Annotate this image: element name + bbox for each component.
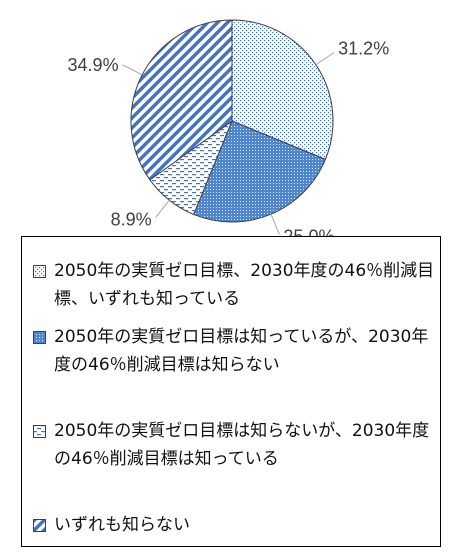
legend-label: 2050年の実質ゼロ目標、2030年度の46％削減目標、いずれも知っている	[54, 261, 435, 309]
legend-label: いずれも知らない	[54, 515, 190, 535]
pie-slice	[130, 19, 233, 181]
legend-swatch	[33, 331, 46, 344]
data-label: 34.9%	[68, 55, 119, 75]
leader-line	[122, 64, 143, 76]
data-label: 31.2%	[338, 39, 389, 59]
legend-swatch	[33, 265, 46, 278]
legend-swatch	[33, 519, 46, 532]
legend-label: 2050年の実質ゼロ目標は知らないが、2030年度の46％削減目標は知っている	[54, 421, 430, 469]
chart-legend: 2050年の実質ゼロ目標、2030年度の46％削減目標、いずれも知っている 20…	[21, 236, 441, 547]
pie-slice	[192, 120, 327, 223]
leader-line	[155, 199, 170, 218]
legend-label: 2050年の実質ゼロ目標は知っているが、2030年度の46％削減目標は知らない	[54, 327, 429, 375]
leader-line	[270, 213, 280, 235]
leader-line	[315, 52, 335, 66]
pie-chart: 31.2% 25.0% 8.9% 34.9%	[68, 19, 389, 236]
legend-swatch	[33, 425, 46, 438]
data-label: 8.9%	[111, 209, 152, 229]
data-label: 25.0%	[283, 226, 334, 236]
